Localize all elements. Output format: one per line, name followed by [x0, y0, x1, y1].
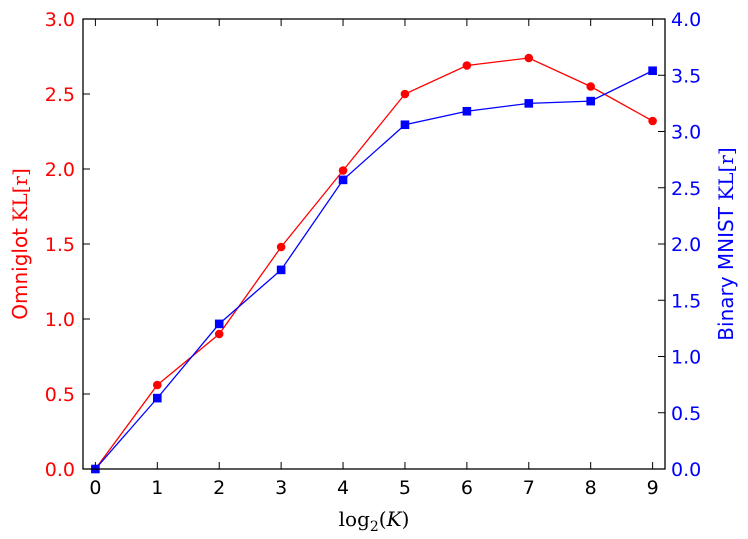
- x-tick-label: 9: [647, 477, 659, 499]
- series-0-point: [338, 166, 348, 175]
- plot-frame: [82, 18, 666, 470]
- series-0-line: [94, 57, 653, 470]
- left-y-tick-label: 1.5: [45, 234, 75, 256]
- series-0-point: [648, 116, 657, 126]
- x-tick-label: 1: [151, 477, 163, 499]
- x-tick-label: 0: [89, 477, 101, 499]
- plot-marks: [91, 53, 657, 474]
- right-y-tick-label: 0.5: [671, 403, 701, 425]
- series-1-point: [276, 265, 286, 275]
- series-1-point: [400, 120, 410, 130]
- left-y-tick-label: 0.5: [45, 384, 75, 406]
- x-tick-label: 3: [275, 477, 287, 499]
- series-1-point: [524, 99, 534, 108]
- series-0-point: [152, 380, 162, 390]
- left-y-tick-label: 0.0: [45, 459, 75, 481]
- series-1-point: [214, 319, 224, 329]
- x-axis-label: log2(K): [339, 507, 410, 535]
- series-0-point: [524, 53, 534, 63]
- series-1-line: [94, 70, 653, 470]
- series-0-point: [586, 82, 596, 91]
- series-1-point: [152, 393, 162, 403]
- right-y-tick-label: 3.5: [671, 65, 701, 87]
- x-tick-label: 7: [523, 477, 535, 499]
- right-y-tick-label: 1.5: [671, 290, 701, 312]
- x-tick-label: 6: [461, 477, 473, 499]
- right-y-tick-label: 1.0: [671, 347, 701, 369]
- left-y-tick-label: 2.0: [45, 159, 75, 181]
- x-tick-label: 8: [585, 477, 597, 499]
- series-1-point: [648, 66, 657, 76]
- series-1-point: [338, 175, 348, 185]
- right-y-axis-label: Binary MNIST KL[r]: [714, 147, 738, 340]
- series-1-point: [462, 106, 472, 116]
- right-y-tick-label: 2.0: [671, 234, 701, 256]
- right-y-tick-label: 2.5: [671, 178, 701, 200]
- series-0-point: [214, 329, 224, 339]
- right-y-tick-label: 3.0: [671, 122, 701, 144]
- left-y-tick-label: 2.5: [45, 84, 75, 106]
- series-0-point: [276, 242, 286, 252]
- axes: 0 1 2 3 4 5 6 7 8 9 0.0 0.5 1.0 1.5 2.0 2.5 3.0 0.0 0.5 1.0…: [8, 9, 738, 535]
- x-tick-label: 4: [337, 477, 349, 499]
- left-y-tick-label: 1.0: [45, 309, 75, 331]
- left-y-axis-label: Omniglot KL[r]: [8, 168, 32, 320]
- left-y-tick-label: 3.0: [45, 9, 75, 31]
- x-tick-label: 2: [213, 477, 225, 499]
- series-0-point: [400, 89, 410, 99]
- series-1-point: [586, 96, 596, 106]
- x-tick-label: 5: [399, 477, 411, 499]
- right-y-tick-label: 4.0: [671, 9, 701, 31]
- right-y-tick-label: 0.0: [671, 459, 701, 481]
- series-0-point: [462, 61, 472, 70]
